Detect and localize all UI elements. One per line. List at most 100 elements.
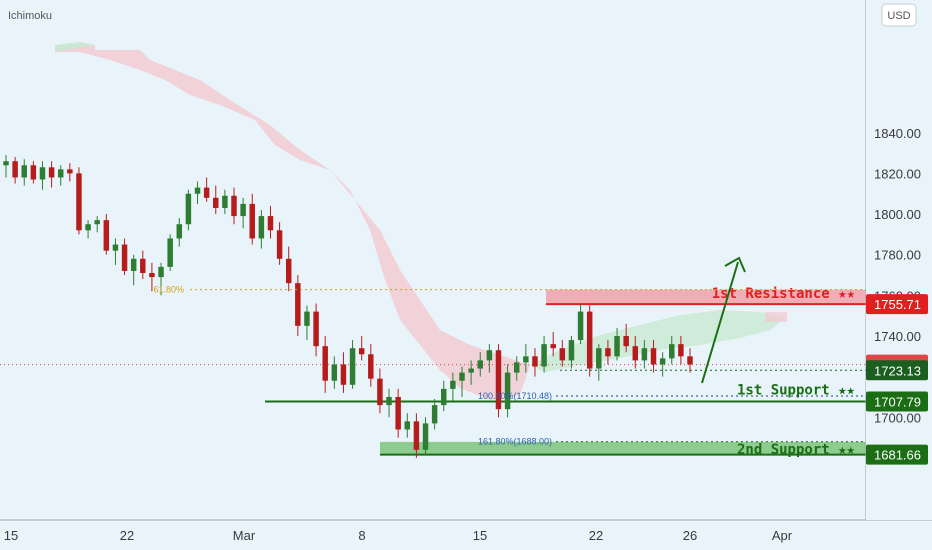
candle-body (623, 336, 629, 347)
candle-body (48, 167, 55, 178)
candle-body (130, 258, 137, 271)
candle-body (213, 197, 219, 208)
candle-body (559, 348, 566, 361)
candle-body (678, 344, 684, 357)
currency-button[interactable] (881, 3, 917, 27)
y-tick-label: 1740.00 (874, 329, 921, 344)
candle-body (76, 173, 82, 231)
candle-body (85, 224, 91, 231)
zones: 1st Resistance ★★ 1st Support ★★ 2nd Suppo… (265, 286, 866, 458)
x-tick-label: 8 (358, 528, 365, 543)
x-tick-label: 15 (4, 528, 18, 543)
resistance-zone-box (546, 289, 866, 305)
candle-body (659, 358, 666, 365)
annotations: 61.80% 100.00%(1710.48) 161.80%(1688.00) (153, 256, 866, 447)
support-2-label: 2nd Support ★★ (737, 442, 856, 458)
candle-body (322, 346, 328, 381)
candle-body (349, 348, 356, 385)
candle-body (185, 193, 192, 225)
candle-body (21, 165, 27, 178)
candle-body (276, 230, 283, 259)
candle-body (121, 244, 128, 271)
y-tick-label: 1780.00 (874, 248, 921, 263)
fib-618-label: 61.80% (153, 285, 184, 295)
candle-body (295, 283, 301, 326)
candle-body (149, 272, 155, 278)
candle-body (313, 311, 319, 347)
candle-body (459, 372, 465, 381)
x-tick-label: 22 (120, 528, 134, 543)
candle-body (368, 354, 374, 379)
candle-body (249, 203, 255, 239)
x-tick-label: 26 (683, 528, 697, 543)
candle-body (158, 266, 164, 278)
indicator-label[interactable]: Ichimoku (8, 10, 52, 22)
candle-body (358, 348, 365, 355)
candle-body (669, 344, 675, 359)
candle-body (605, 348, 611, 357)
resistance-label: 1st Resistance ★★ (712, 286, 856, 302)
candle-body (340, 364, 347, 385)
candle-body (167, 238, 173, 267)
candle-body (267, 216, 274, 231)
candle-body (441, 388, 447, 406)
candle-body (203, 187, 210, 198)
candle-body (140, 258, 146, 273)
projection-arrow-head (724, 256, 746, 273)
candle-body (39, 167, 46, 180)
candle-body (568, 340, 575, 361)
candle-body (231, 195, 237, 217)
support-2-zone-box (380, 441, 866, 455)
fib-1618-label: 161.80%(1688.00) (478, 437, 552, 447)
candle-body (486, 350, 493, 361)
price-label-text: 1681.66 (874, 448, 921, 463)
candle-body (112, 244, 119, 251)
x-axis-ticks: 15 22 Mar 8 15 22 26 Apr (4, 528, 793, 543)
candle-body (431, 405, 438, 424)
price-label-box (866, 294, 928, 315)
candle-body (504, 372, 511, 410)
candle-body (176, 224, 183, 239)
candle-body (586, 311, 593, 369)
candle-body (67, 169, 73, 174)
candle-body (650, 348, 657, 365)
candle-body (450, 380, 456, 389)
candle-body (632, 346, 639, 361)
candle-body (377, 378, 383, 406)
candle-body (30, 165, 37, 180)
candle-body (596, 348, 602, 369)
cloud-green-early (55, 42, 95, 52)
y-tick-label: 1820.00 (874, 166, 921, 181)
candle-body (641, 348, 648, 361)
candle-body (258, 216, 265, 239)
candle-body (413, 421, 420, 450)
candle-body (468, 368, 474, 373)
y-axis-panel (866, 0, 932, 520)
candle-body (523, 356, 529, 363)
candle-body (12, 161, 18, 178)
ichimoku-cloud (55, 42, 787, 400)
candle-body (103, 220, 110, 251)
x-tick-label: Mar (233, 528, 256, 543)
y-tick-label: 1800.00 (874, 207, 921, 222)
candle-body (194, 187, 201, 194)
cloud-red-late (765, 312, 787, 322)
price-label-text: 1755.71 (874, 297, 921, 312)
candle-body (386, 396, 392, 406)
x-tick-label: Apr (772, 528, 793, 543)
fib-100-label: 100.00%(1710.48) (478, 391, 552, 401)
candle-body (285, 258, 292, 284)
candle-body (550, 344, 556, 349)
x-tick-label: 22 (589, 528, 603, 543)
cloud-green-late (530, 310, 785, 372)
candle-body (331, 364, 338, 381)
x-tick-label: 15 (473, 528, 487, 543)
candle-body (513, 362, 520, 373)
candle-body (495, 350, 502, 410)
candle-body (422, 423, 429, 450)
candle-body (687, 356, 693, 365)
price-label-text: 1707.79 (874, 394, 921, 409)
candle-body (3, 161, 9, 166)
